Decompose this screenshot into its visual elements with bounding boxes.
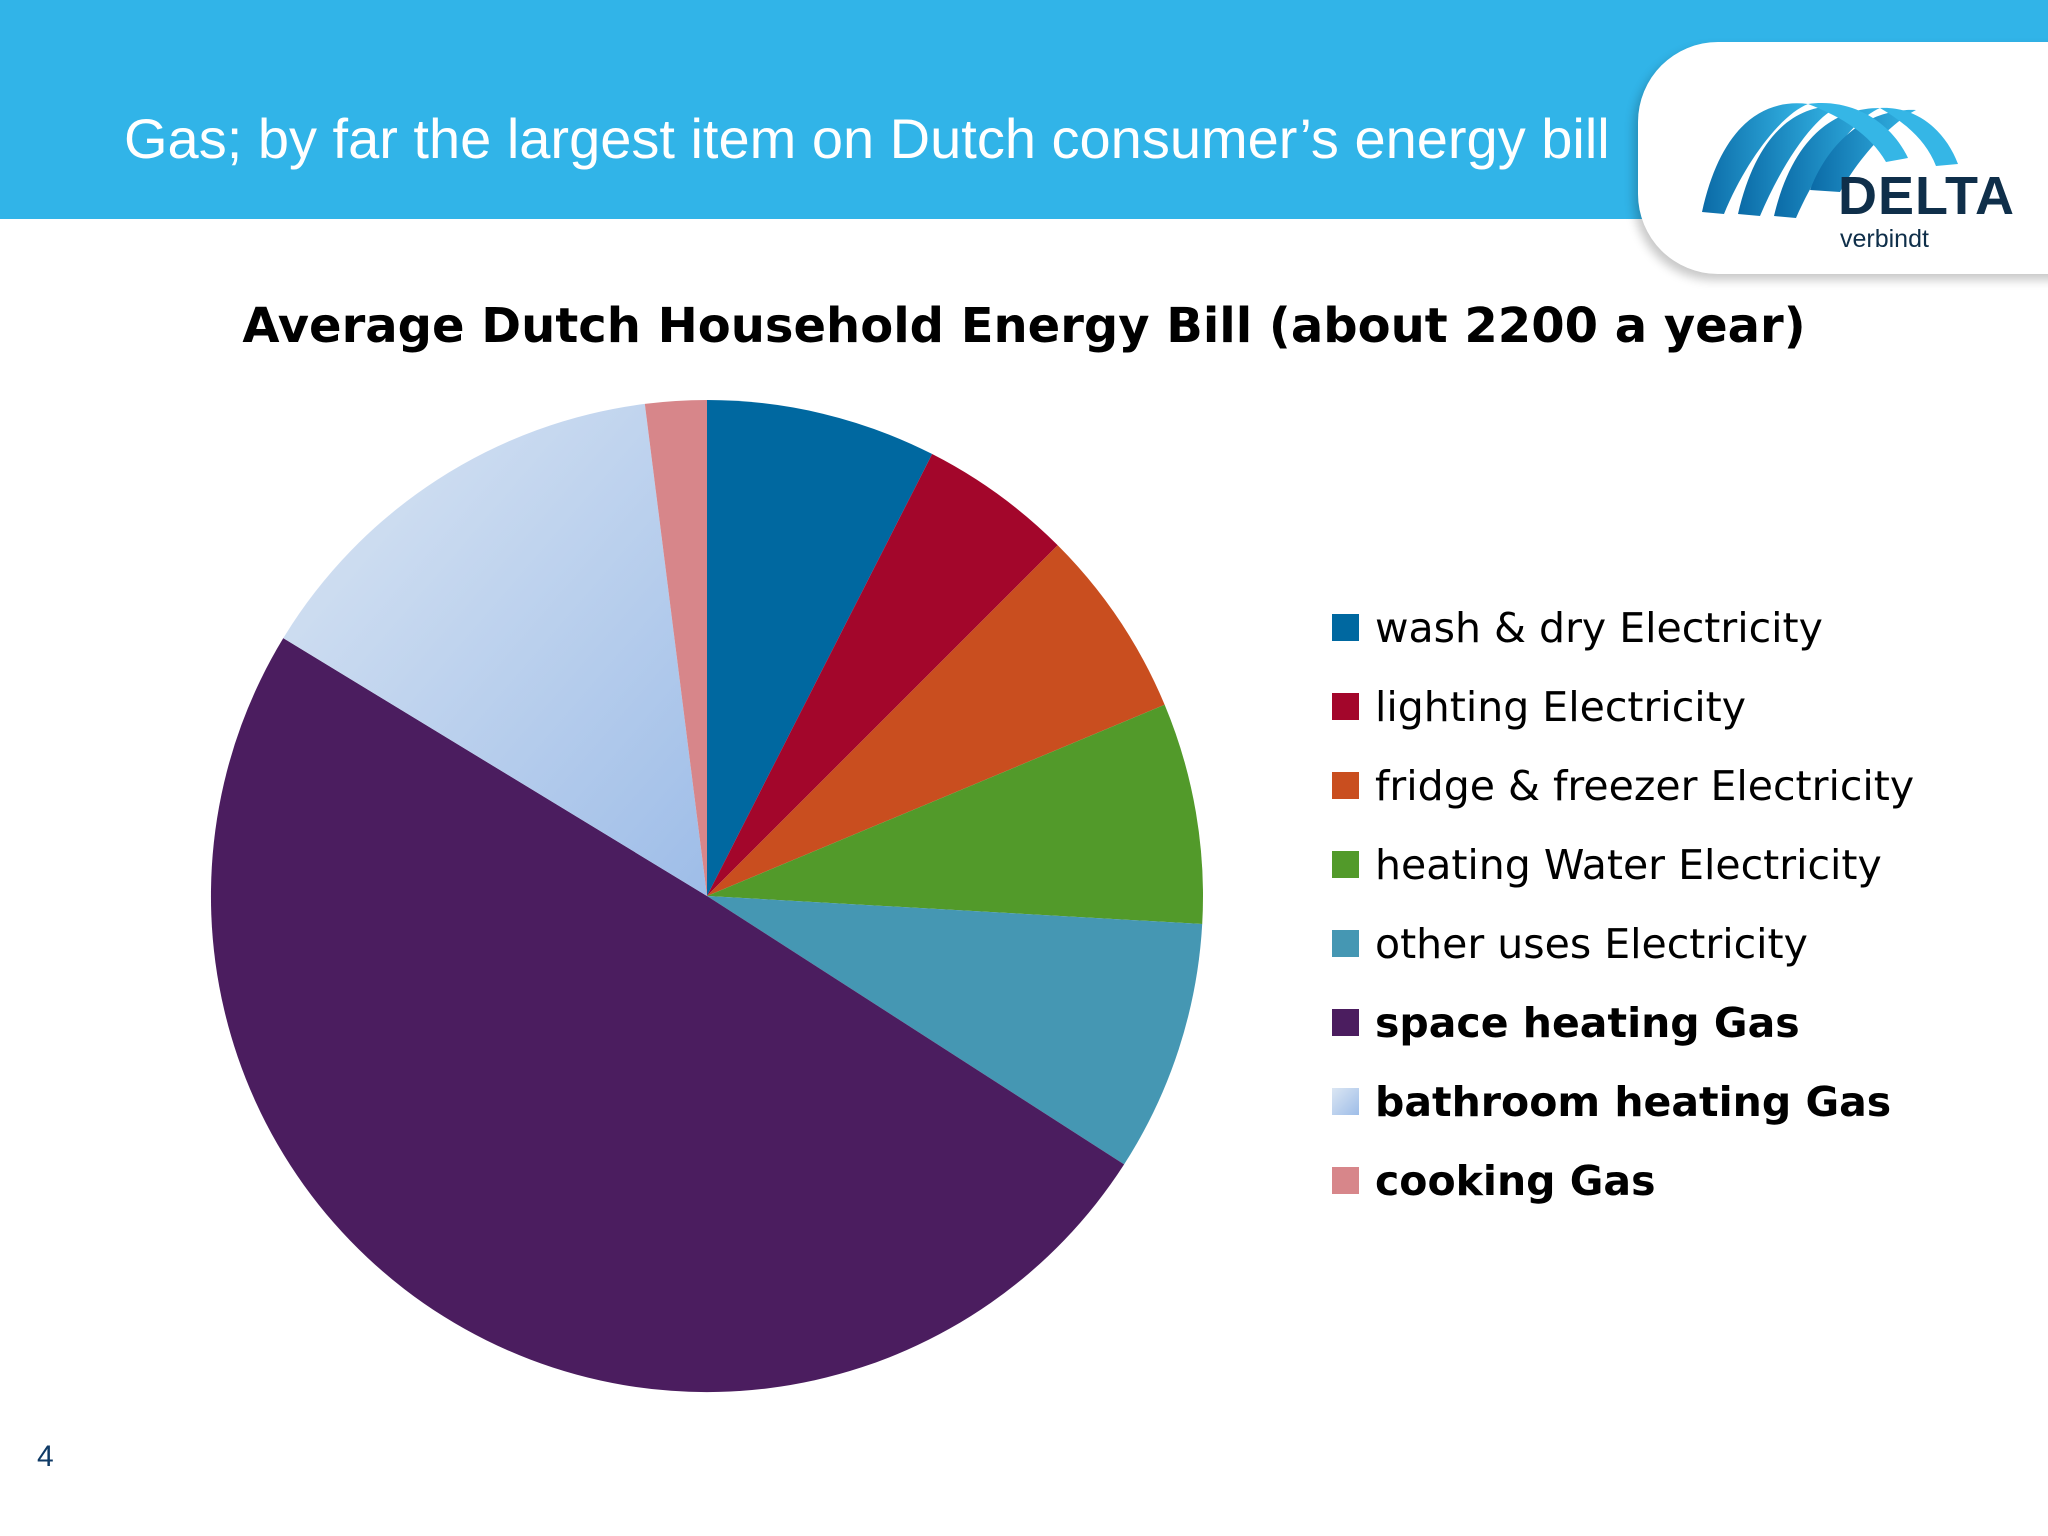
pie-slice-fridge-freezer-electricity — [707, 545, 1165, 896]
delta-logo-arches-icon — [1702, 103, 1958, 218]
logo-tagline: verbindt — [1840, 225, 1929, 253]
legend-item: bathroom heating Gas — [1332, 1062, 1914, 1141]
legend-item: cooking Gas — [1332, 1141, 1914, 1220]
legend-swatch — [1332, 614, 1359, 641]
legend-swatch — [1332, 693, 1359, 720]
legend-item: heating Water Electricity — [1332, 825, 1914, 904]
legend-label: wash & dry Electricity — [1375, 603, 1823, 652]
pie-slice-wash-dry-electricity — [707, 400, 933, 896]
pie-slice-cooking-gas — [644, 400, 707, 896]
legend-item: fridge & freezer Electricity — [1332, 746, 1914, 825]
page-number: 4 — [37, 1440, 54, 1473]
legend-item: lighting Electricity — [1332, 667, 1914, 746]
legend-label: lighting Electricity — [1375, 682, 1746, 731]
legend-swatch — [1332, 1009, 1359, 1036]
legend-label: cooking Gas — [1375, 1156, 1656, 1205]
legend-label: heating Water Electricity — [1375, 840, 1882, 889]
logo-wordmark: DELTA — [1838, 166, 2015, 226]
legend-label: fridge & freezer Electricity — [1375, 761, 1915, 810]
legend-label: space heating Gas — [1375, 998, 1800, 1047]
pie-slice-bathroom-heating-gas — [283, 403, 707, 896]
chart-title: Average Dutch Household Energy Bill (abo… — [242, 298, 1806, 354]
pie-slice-lighting-electricity — [707, 454, 1058, 896]
legend-swatch — [1332, 772, 1359, 799]
legend-item: other uses Electricity — [1332, 904, 1914, 983]
chart-legend: wash & dry Electricity lighting Electrici… — [1332, 588, 1914, 1220]
pie-slice-heating-water-electricity — [707, 704, 1204, 925]
legend-label: bathroom heating Gas — [1375, 1077, 1892, 1126]
pie-slices — [210, 400, 1204, 1393]
legend-swatch — [1332, 930, 1359, 957]
pie-slice-other-uses-electricity — [707, 896, 1203, 1165]
legend-swatch — [1332, 851, 1359, 878]
legend-swatch — [1332, 1167, 1359, 1194]
pie-slice-space-heating-gas — [210, 638, 1125, 1393]
legend-swatch — [1332, 1088, 1359, 1115]
legend-item: space heating Gas — [1332, 983, 1914, 1062]
legend-label: other uses Electricity — [1375, 919, 1808, 968]
legend-item: wash & dry Electricity — [1332, 588, 1914, 667]
slide-title: Gas; by far the largest item on Dutch co… — [124, 107, 1610, 170]
